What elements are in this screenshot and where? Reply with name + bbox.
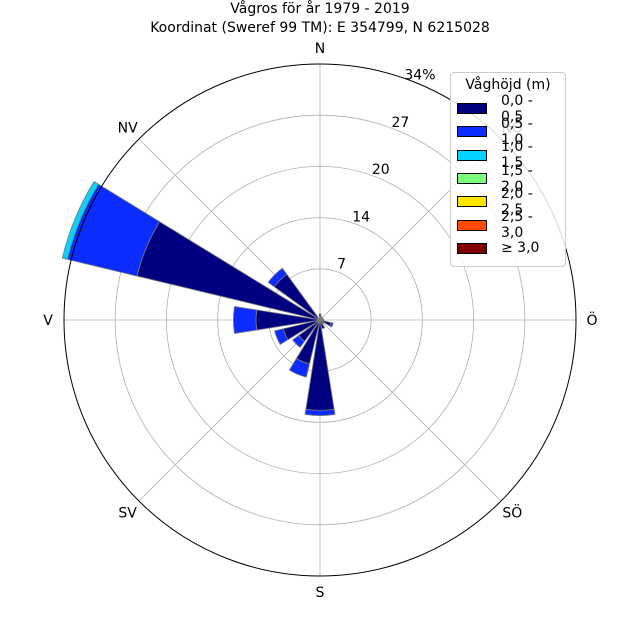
rose-bar (267, 267, 288, 288)
legend-items: 0,0 - 0,5 0,5 - 1,0 1,0 - 1,5 1,5 - 2,0 2,0 … (457, 93, 559, 260)
rose-bar (233, 305, 258, 335)
direction-label: V (43, 313, 53, 329)
grid-spoke (319, 319, 502, 502)
chart-title: Vågros för år 1979 - 2019 Koordinat (Swe… (0, 0, 640, 38)
title-line-1: Vågros för år 1979 - 2019 (230, 1, 410, 17)
grid-spoke (138, 319, 321, 502)
rose-bar (304, 408, 336, 417)
direction-label: S (316, 585, 325, 601)
legend-title: Våghöjd (m) (465, 77, 551, 93)
radial-tick-label: 27 (391, 115, 409, 131)
direction-label: SÖ (502, 503, 522, 521)
rose-bar (61, 180, 100, 260)
legend-swatch (457, 219, 487, 231)
legend-swatch (457, 149, 487, 161)
radial-tick-label: 7 (337, 257, 346, 273)
legend-item: 0,0 - 0,5 (457, 93, 559, 125)
rose-bar (274, 328, 289, 345)
legend-swatch (457, 126, 487, 138)
direction-label: Ö (586, 311, 597, 329)
legend-item: 1,5 - 2,0 (457, 163, 559, 195)
rose-bar (292, 334, 306, 348)
legend-item: ≥ 3,0 (457, 237, 559, 260)
legend-label: 1,5 - 2,0 (501, 162, 533, 195)
legend-item: 1,0 - 1,5 (457, 139, 559, 171)
radial-tick-label: 34% (404, 67, 435, 83)
legend: Våghöjd (m) 0,0 - 0,5 0,5 - 1,0 1,0 - 1,5 1… (450, 72, 566, 268)
legend-swatch (457, 242, 487, 254)
legend-label: 2,0 - 2,5 (501, 185, 533, 218)
radial-tick-label: 20 (372, 162, 390, 178)
legend-label: 0,0 - 0,5 (501, 92, 533, 125)
polar-frame (63, 63, 577, 577)
rose-bar (288, 357, 310, 378)
legend-label: 0,5 - 1,0 (501, 115, 533, 148)
legend-swatch (457, 103, 487, 115)
direction-label: SV (118, 505, 137, 521)
legend-label: 2,5 - 3,0 (501, 209, 533, 242)
legend-label: ≥ 3,0 (501, 240, 540, 257)
legend-item: 0,5 - 1,0 (457, 116, 559, 148)
rose-bar (329, 322, 334, 328)
radial-tick-label: 14 (352, 209, 370, 225)
rose-bar (318, 313, 322, 321)
rose-bar (136, 221, 321, 321)
direction-label: N (315, 41, 325, 57)
legend-swatch (457, 196, 487, 208)
direction-label: NV (118, 121, 138, 137)
legend-label: 1,0 - 1,5 (501, 139, 533, 172)
legend-swatch (457, 173, 487, 185)
title-line-2: Koordinat (Sweref 99 TM): E 354799, N 62… (150, 20, 490, 36)
rose-bar (319, 319, 326, 330)
legend-item: 2,0 - 2,5 (457, 186, 559, 218)
legend-item: 2,5 - 3,0 (457, 209, 559, 241)
